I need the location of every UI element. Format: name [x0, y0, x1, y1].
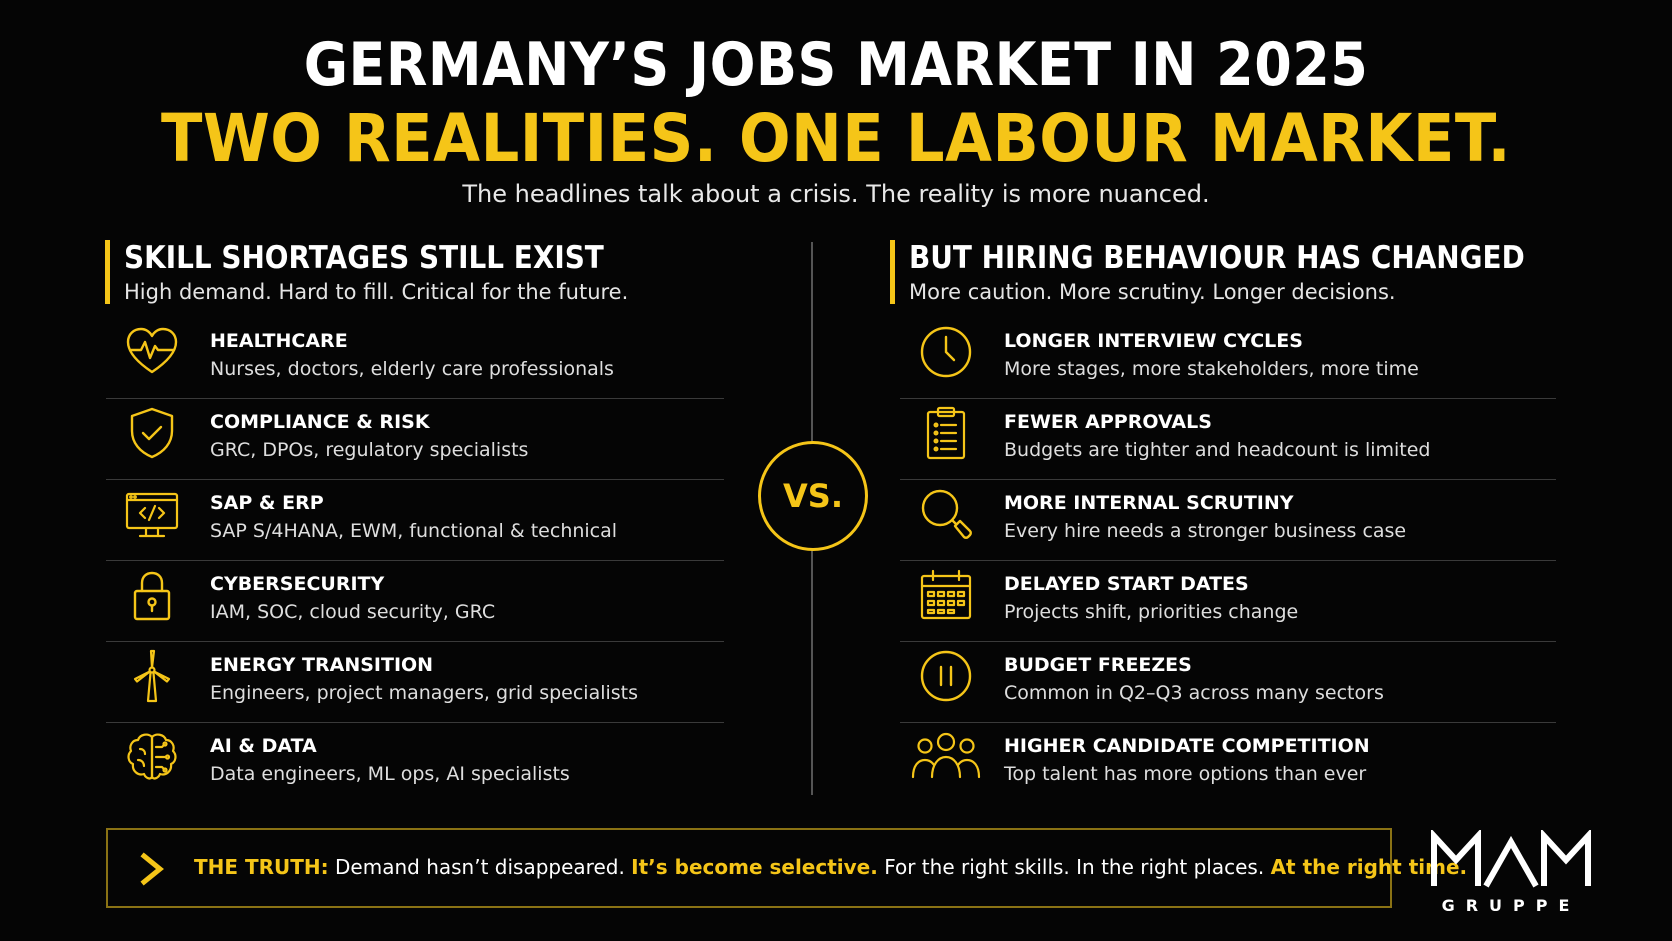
- item-desc: Every hire needs a stronger business cas…: [1004, 520, 1407, 542]
- item-title: HIGHER CANDIDATE COMPETITION: [1004, 735, 1370, 757]
- chevron-right-icon: [138, 852, 168, 886]
- item-desc: Engineers, project managers, grid specia…: [210, 682, 639, 704]
- code-monitor-icon: [124, 486, 180, 542]
- item-title: AI & DATA: [210, 735, 317, 757]
- item-desc: Projects shift, priorities change: [1004, 601, 1299, 623]
- list-item: CYBERSECURITY IAM, SOC, cloud security, …: [106, 561, 724, 642]
- right-heading: BUT HIRING BEHAVIOUR HAS CHANGED: [909, 240, 1525, 276]
- item-title: BUDGET FREEZES: [1004, 654, 1192, 676]
- item-desc: Common in Q2–Q3 across many sectors: [1004, 682, 1384, 704]
- item-desc: IAM, SOC, cloud security, GRC: [210, 601, 496, 623]
- brain-circuit-icon: [124, 729, 180, 785]
- truth-banner: THE TRUTH: Demand hasn’t disappeared. It…: [106, 828, 1467, 908]
- truth-label: THE TRUTH:: [194, 855, 329, 879]
- item-desc: Nurses, doctors, elderly care profession…: [210, 358, 614, 380]
- item-title: COMPLIANCE & RISK: [210, 411, 430, 433]
- item-title: SAP & ERP: [210, 492, 324, 514]
- page-headline: TWO REALITIES. ONE LABOUR MARKET.: [160, 100, 1512, 177]
- item-desc: Data engineers, ML ops, AI specialists: [210, 763, 570, 785]
- list-item: SAP & ERP SAP S/4HANA, EWM, functional &…: [106, 480, 724, 561]
- page-subtitle: The headlines talk about a crisis. The r…: [462, 180, 1210, 208]
- left-heading: SKILL SHORTAGES STILL EXIST: [124, 240, 604, 276]
- list-item: AI & DATA Data engineers, ML ops, AI spe…: [106, 723, 724, 803]
- item-title: ENERGY TRANSITION: [210, 654, 434, 676]
- item-title: CYBERSECURITY: [210, 573, 385, 595]
- calendar-icon: [918, 567, 974, 623]
- truth-part2: For the right skills. In the right place…: [884, 855, 1265, 879]
- logo-subtext: GRUPPE: [1441, 896, 1581, 915]
- clock-icon: [918, 324, 974, 380]
- truth-part1: Demand hasn’t disappeared.: [335, 855, 625, 879]
- left-column-header: SKILL SHORTAGES STILL EXIST High demand.…: [105, 240, 657, 304]
- list-item: ENERGY TRANSITION Engineers, project man…: [106, 642, 724, 723]
- item-title: LONGER INTERVIEW CYCLES: [1004, 330, 1303, 352]
- mam-gruppe-logo: GRUPPE: [1428, 828, 1594, 930]
- heart-pulse-icon: [124, 324, 180, 380]
- shield-check-icon: [124, 405, 180, 461]
- item-desc: SAP S/4HANA, EWM, functional & technical: [210, 520, 618, 542]
- left-subheading: High demand. Hard to fill. Critical for …: [124, 280, 629, 304]
- list-item: DELAYED START DATES Projects shift, prio…: [900, 561, 1556, 642]
- magnifier-icon: [918, 486, 974, 542]
- padlock-icon: [124, 567, 180, 623]
- list-item: HIGHER CANDIDATE COMPETITION Top talent …: [900, 723, 1556, 803]
- list-item: MORE INTERNAL SCRUTINY Every hire needs …: [900, 480, 1556, 561]
- right-column-header: BUT HIRING BEHAVIOUR HAS CHANGED More ca…: [890, 240, 1593, 304]
- truth-text: THE TRUTH: Demand hasn’t disappeared. It…: [194, 855, 1467, 879]
- item-title: HEALTHCARE: [210, 330, 348, 352]
- list-item: BUDGET FREEZES Common in Q2–Q3 across ma…: [900, 642, 1556, 723]
- item-title: MORE INTERNAL SCRUTINY: [1004, 492, 1294, 514]
- list-item: HEALTHCARE Nurses, doctors, elderly care…: [106, 318, 724, 399]
- page-title: GERMANY’S JOBS MARKET IN 2025: [303, 30, 1369, 100]
- item-desc: More stages, more stakeholders, more tim…: [1004, 358, 1419, 380]
- left-list: HEALTHCARE Nurses, doctors, elderly care…: [106, 318, 724, 803]
- wind-turbine-icon: [124, 648, 180, 704]
- pause-icon: [918, 648, 974, 704]
- list-item: FEWER APPROVALS Budgets are tighter and …: [900, 399, 1556, 480]
- truth-highlight1: It’s become selective.: [631, 855, 878, 879]
- item-title: DELAYED START DATES: [1004, 573, 1249, 595]
- right-list: LONGER INTERVIEW CYCLES More stages, mor…: [900, 318, 1556, 803]
- item-desc: Budgets are tighter and headcount is lim…: [1004, 439, 1431, 461]
- item-desc: Top talent has more options than ever: [1004, 763, 1367, 785]
- clipboard-list-icon: [918, 405, 974, 461]
- list-item: COMPLIANCE & RISK GRC, DPOs, regulatory …: [106, 399, 724, 480]
- vs-badge: VS.: [758, 441, 868, 551]
- item-desc: GRC, DPOs, regulatory specialists: [210, 439, 529, 461]
- people-group-icon: [910, 729, 982, 785]
- right-subheading: More caution. More scrutiny. Longer deci…: [909, 280, 1396, 304]
- list-item: LONGER INTERVIEW CYCLES More stages, mor…: [900, 318, 1556, 399]
- item-title: FEWER APPROVALS: [1004, 411, 1212, 433]
